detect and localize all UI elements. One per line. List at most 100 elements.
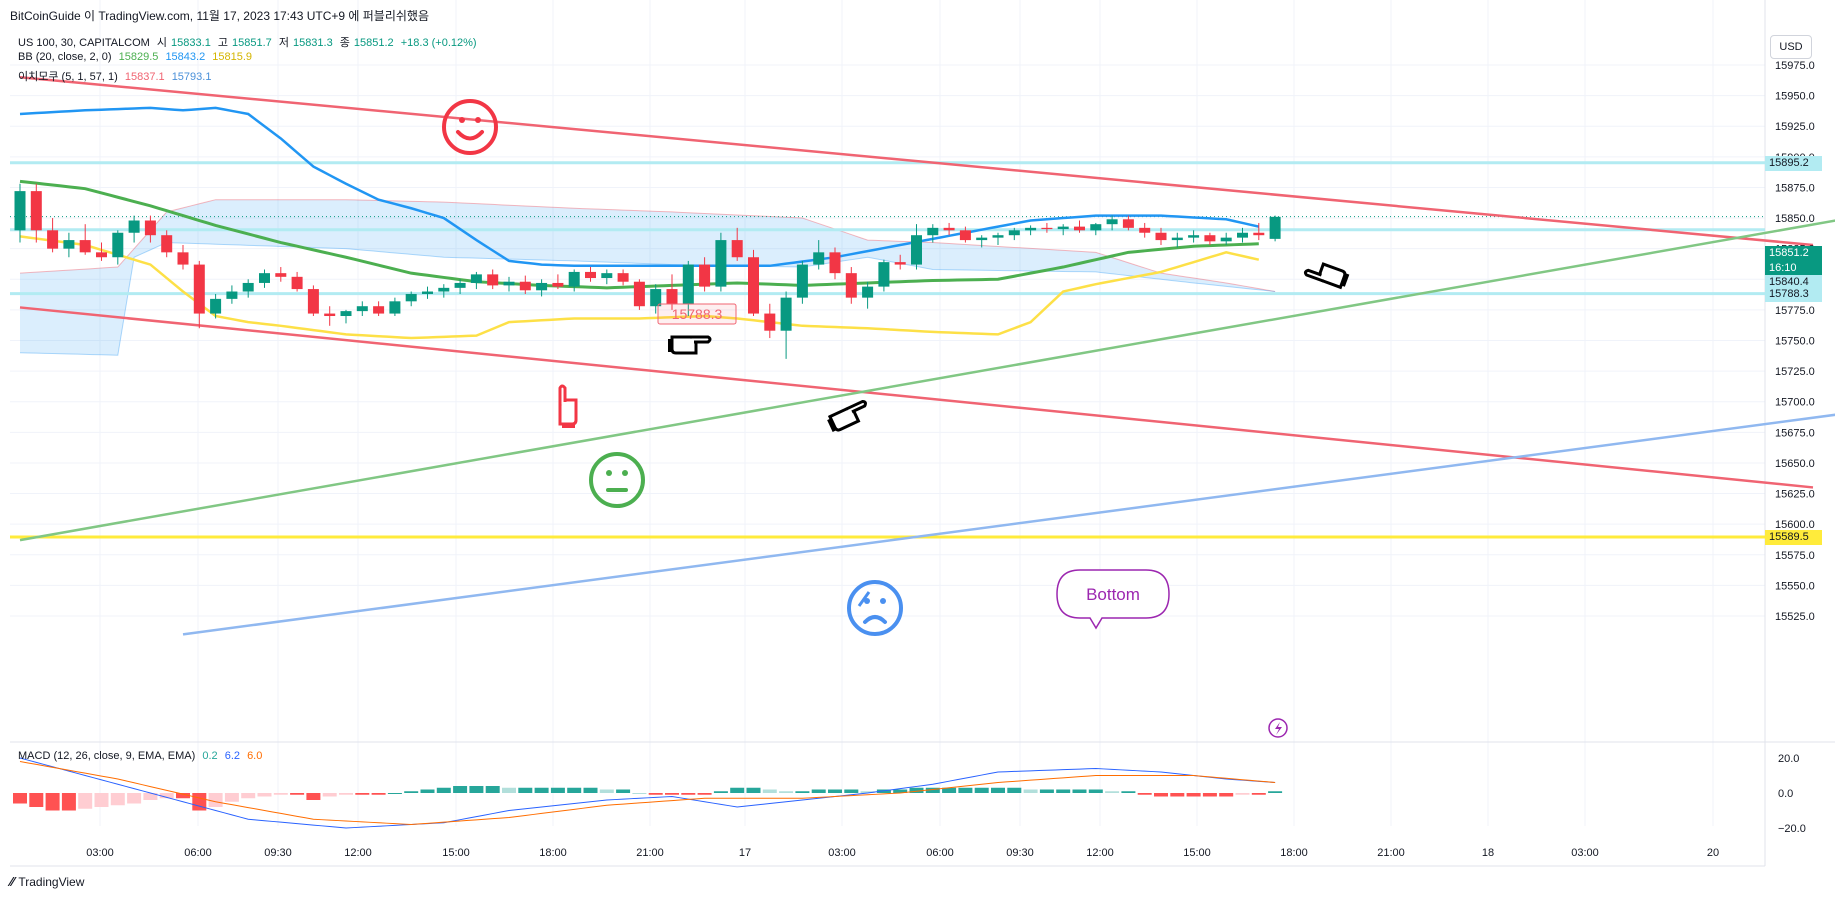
ichimoku-legend[interactable]: 이치모쿠 (5, 1, 57, 1) 15837.1 15793.1 [18, 68, 215, 84]
macd-hist-bar [860, 791, 875, 793]
macd-hist-bar [420, 789, 435, 793]
candle-body [1237, 232, 1248, 238]
candle-body [128, 220, 140, 233]
candle-body [340, 311, 352, 317]
bb-legend[interactable]: BB (20, close, 2, 0) 15829.5 15843.2 158… [18, 51, 256, 63]
macd-hist-bar [159, 793, 174, 799]
macd-hist-bar [518, 787, 533, 793]
candle-body [1204, 235, 1216, 242]
horizontal-levels [10, 161, 1765, 539]
bb-label: BB (20, close, 2, 0) [18, 51, 112, 63]
macd-hist-bar [1007, 787, 1022, 793]
candle-body [617, 273, 629, 282]
footer-brand[interactable]: ⁄⁄ TradingView [10, 874, 84, 889]
candle-body [96, 252, 107, 258]
macd-hist-bar [909, 787, 924, 793]
macd-legend[interactable]: MACD (12, 26, close, 9, EMA, EMA) 0.2 6.… [18, 750, 266, 762]
close-value: 15851.2 [353, 37, 394, 49]
macd-hist-bar [322, 793, 337, 797]
price-tick-label: 15775.0 [1775, 305, 1815, 317]
macd-hist-bar [844, 789, 859, 793]
macd-label: MACD (12, 26, close, 9, EMA, EMA) [18, 750, 196, 762]
signal-value: 6.0 [247, 750, 263, 762]
macd-hist-bar [45, 793, 60, 811]
macd-hist-bar [1268, 791, 1283, 793]
happy-face-icon [442, 99, 498, 155]
candle-body [438, 287, 450, 292]
candle-body [1171, 237, 1183, 241]
price-tag: 15589.5 [1765, 530, 1822, 546]
macd-hist-bar [583, 787, 598, 793]
macd-pane [13, 757, 1283, 829]
candle-body [1106, 219, 1118, 225]
pointing-hand-icon [668, 335, 712, 355]
candle-body [1253, 232, 1265, 236]
eye [864, 598, 870, 604]
macd-hist-bar [224, 793, 239, 802]
open-label: 시 [156, 37, 168, 49]
macd-hist-bar [762, 789, 777, 793]
bb-upper-line [19, 106, 1260, 268]
macd-hist-bar [779, 791, 794, 793]
hand-cuff [827, 418, 838, 432]
eye [880, 598, 886, 604]
candle-body [503, 281, 515, 286]
macd-tick-label: −20.0 [1778, 823, 1806, 835]
bb-upper-value: 15843.2 [165, 51, 206, 63]
symbol-name: US 100, 30, CAPITALCOM [18, 37, 150, 49]
macd-hist-bar [273, 793, 288, 795]
macd-hist-bar [339, 793, 353, 795]
macd-hist-bar [925, 787, 940, 793]
macd-hist-bar [371, 793, 386, 795]
macd-hist-bar [697, 793, 712, 795]
price-tick-label: 15600.0 [1775, 519, 1815, 531]
low-value: 15831.3 [292, 37, 333, 49]
macd-tick-label: 20.0 [1778, 753, 1799, 765]
time-tick-label: 15:00 [442, 847, 470, 859]
time-tick-label: 06:00 [184, 847, 212, 859]
trendline-upper-red [19, 75, 1814, 247]
time-tick-label: 03:00 [86, 847, 114, 859]
candle-body [1057, 226, 1069, 230]
sad-face-icon [847, 580, 903, 636]
candle-body [911, 235, 922, 265]
mouth [456, 130, 484, 141]
macd-hist-bar [713, 791, 728, 793]
candle-body [161, 235, 173, 253]
hand-finger [1303, 268, 1325, 283]
time-tick-label: 06:00 [926, 847, 954, 859]
time-tick-label: 18:00 [1280, 847, 1308, 859]
time-tick-label: 20 [1707, 847, 1719, 859]
macd-hist-bar [78, 793, 93, 809]
symbol-legend: US 100, 30, CAPITALCOM 시 15833.1 고 15851.7… [18, 34, 481, 50]
macd-hist-bar [616, 789, 631, 793]
level-label: 15788.3 [657, 303, 737, 325]
candle-body [1074, 226, 1085, 231]
low-label: 저 [278, 37, 289, 49]
eye [475, 117, 481, 123]
macd-hist-bar [1072, 789, 1087, 793]
price-tick-label: 15675.0 [1775, 427, 1815, 439]
footer-brand-text: TradingView [18, 874, 85, 889]
ichimoku-span-a [19, 199, 1276, 293]
high-label: 고 [217, 37, 228, 49]
candle-body [976, 237, 988, 241]
time-tick-label: 03:00 [1571, 847, 1599, 859]
currency-button[interactable]: USD [1770, 35, 1812, 59]
candle-body [144, 220, 156, 236]
price-tick-label: 15625.0 [1775, 489, 1815, 501]
price-tick-label: 15650.0 [1775, 458, 1815, 470]
macd-hist-bar [485, 786, 500, 793]
time-tick-label: 18 [1482, 847, 1494, 859]
ichimoku-label: 이치모쿠 (5, 1, 57, 1) [18, 71, 118, 83]
candle-body [79, 240, 91, 253]
candle-body [1025, 227, 1037, 231]
candle-body [487, 274, 499, 286]
candle-body [1155, 232, 1167, 241]
tradingview-logo-icon: ⁄⁄ [10, 874, 15, 889]
candle-body [992, 235, 1004, 238]
macd-hist-bar [1105, 791, 1120, 793]
candle-body [536, 282, 548, 291]
neutral-face-icon [589, 452, 645, 508]
